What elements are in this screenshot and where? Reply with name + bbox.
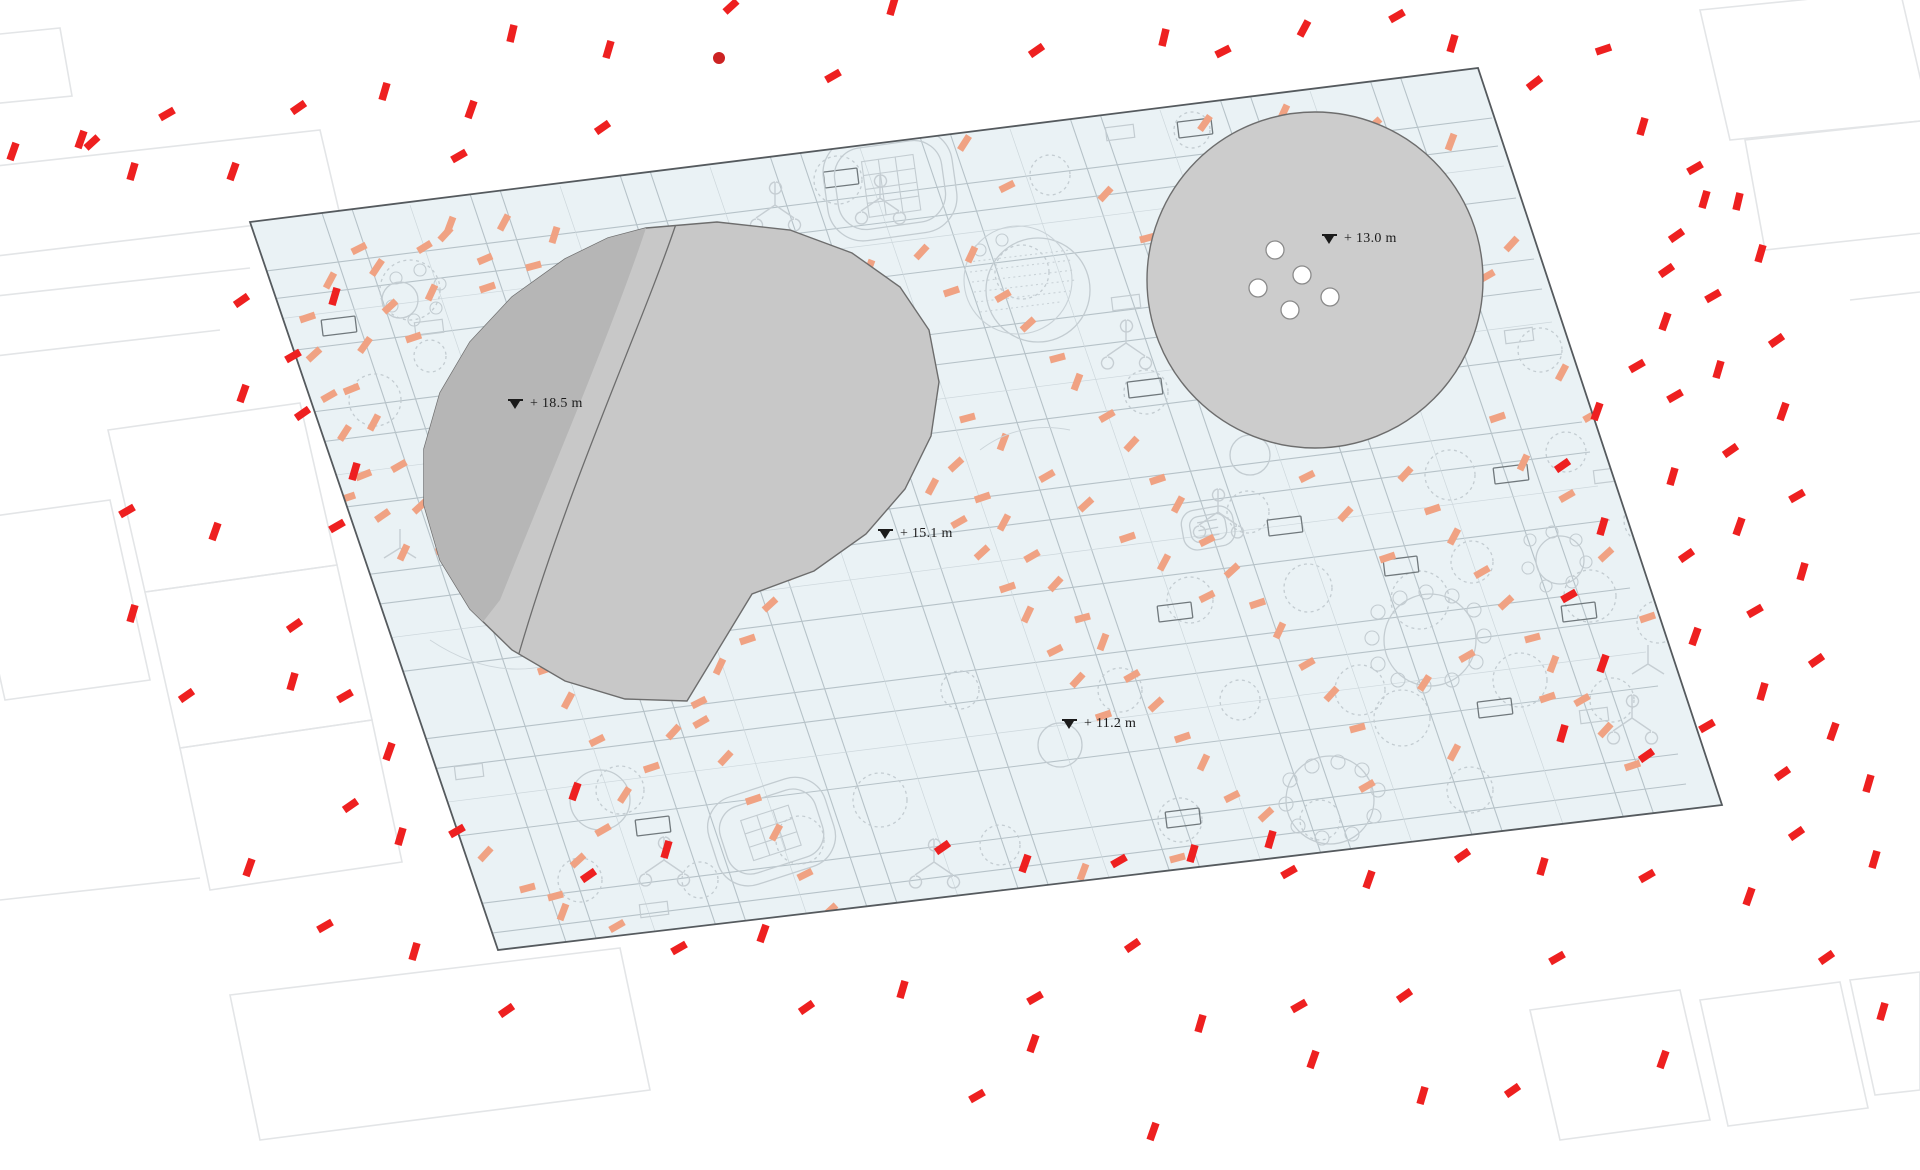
amphitheatre-symbol (963, 225, 1077, 335)
contour-hairlines (429, 427, 1071, 670)
core-dots (1248, 240, 1340, 320)
east-tower-footprint (1146, 111, 1484, 449)
site-boundary-outline (248, 67, 1724, 951)
red-marker-dot (713, 52, 725, 64)
red-marker-dashes (6, 0, 1889, 1142)
context-buildings (0, 0, 1920, 1141)
